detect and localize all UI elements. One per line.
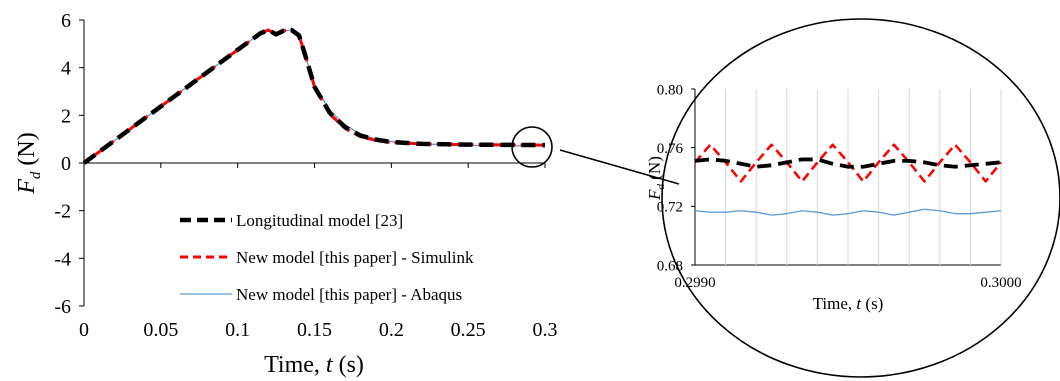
inset-series-line: [694, 157, 1002, 169]
main-x-tick-label: 0.25: [451, 319, 486, 341]
main-y-tick-label: 6: [61, 10, 71, 32]
main-series-line: [82, 27, 546, 165]
main-ylabel-unit: (N): [14, 132, 40, 171]
inset-y-tick-label: 0.72: [657, 200, 683, 216]
main-series-line: [83, 28, 546, 165]
inset-ylabel-sub: d: [655, 183, 667, 189]
inset-xlabel-var: t: [856, 294, 862, 313]
main-y-tick-label: 4: [61, 58, 71, 80]
inset-series-line: [694, 208, 1002, 216]
main-y-axis-label: Fd (N): [14, 132, 44, 195]
main-series-line: [83, 29, 545, 164]
legend-label: New model [this paper] - Simulink: [236, 248, 474, 267]
inset-ylabel-unit: (N): [645, 156, 664, 184]
main-x-tick-label: 0.05: [143, 319, 178, 341]
inset-y-tick-label: 0.76: [657, 141, 684, 157]
main-x-tick-label: 0: [79, 319, 89, 341]
main-x-axis-label: Time, t (s): [264, 352, 364, 378]
main-y-tick-label: -6: [54, 296, 71, 318]
inset-xlabel-unit: (s): [861, 294, 883, 313]
main-ylabel-var: F: [14, 179, 40, 195]
main-xlabel-var: t: [326, 352, 334, 378]
main-x-tick-label: 0.2: [379, 319, 404, 341]
main-xlabel-unit: (s): [333, 352, 364, 378]
inset-x-tick-label: 0.3000: [980, 275, 1021, 291]
inset-xlabel-prefix: Time,: [813, 294, 857, 313]
main-y-tick-label: 2: [61, 105, 71, 127]
zoom-connector-line: [559, 149, 680, 185]
zoom-marker-circle: [511, 126, 553, 168]
inset-x-axis-label: Time, t (s): [813, 294, 884, 313]
main-y-tick-label: -2: [54, 201, 71, 223]
inset-y-tick-label: 0.68: [657, 258, 683, 274]
legend-label: New model [this paper] - Abaqus: [236, 285, 462, 304]
main-x-tick-label: 0.15: [297, 319, 332, 341]
main-xlabel-prefix: Time,: [264, 352, 326, 378]
main-plot: -6 -4 -2 0 2 4 6 0 0.05 0.1 0.15 0.2 0.25 0.3 Fd (N)…: [14, 10, 558, 378]
inset-ylabel-var: F: [645, 189, 664, 201]
main-y-tick-label: 0: [61, 153, 71, 175]
main-x-tick-label: 0.1: [225, 319, 250, 341]
inset-x-tick-label: 0.2990: [674, 275, 715, 291]
main-y-tick-label: -4: [54, 248, 71, 270]
inset-y-tick-label: 0.80: [657, 82, 683, 98]
inset-series-line: [694, 143, 1002, 183]
main-x-tick-label: 0.3: [533, 319, 558, 341]
legend: Longitudinal model [23] New model [this p…: [180, 211, 474, 304]
inset-plot: 0.68 0.72 0.76 0.80 0.2990 0.3000 Fd (N) Tim…: [645, 82, 1022, 313]
zoom-inset-circle: [661, 18, 1060, 378]
inset-y-axis-label: Fd (N): [645, 156, 667, 201]
legend-label: Longitudinal model [23]: [236, 211, 403, 230]
main-ylabel-sub: d: [28, 171, 44, 179]
